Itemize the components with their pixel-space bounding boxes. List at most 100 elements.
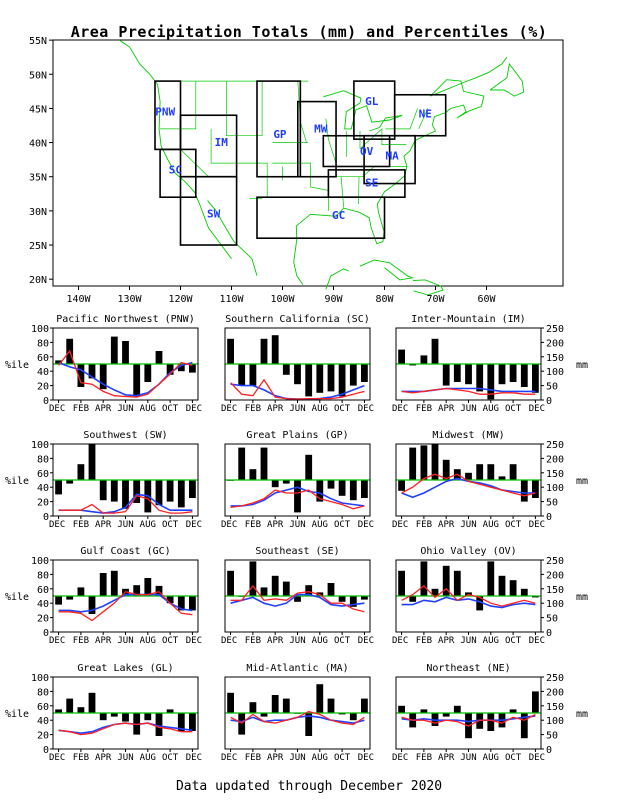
- x-tick-label: APR: [267, 753, 284, 763]
- percentile-bar: [166, 480, 174, 502]
- chart-title: Inter-Mountain (IM): [411, 314, 525, 325]
- percentile-bar: [88, 596, 96, 614]
- normal-precip-line: [230, 593, 365, 607]
- percentile-bar: [409, 596, 417, 602]
- percentile-bar: [498, 476, 506, 480]
- percentile-bar: [227, 570, 234, 596]
- percentile-bar: [487, 561, 495, 596]
- percentile-bar: [260, 447, 268, 480]
- x-tick-label: APR: [95, 520, 112, 530]
- region-label-mw: MW: [314, 122, 328, 135]
- chart-title: Pacific Northwest (PNW): [56, 314, 194, 325]
- percentile-bar: [305, 364, 313, 397]
- percentile-bar: [110, 713, 118, 717]
- region-box-gp: [256, 80, 302, 178]
- percentile-bar: [177, 364, 185, 372]
- x-tick-label: DEC: [358, 520, 374, 530]
- x-tick-label: OCT: [505, 753, 522, 763]
- percentile-bar: [189, 364, 196, 373]
- x-tick-label: JUN: [289, 636, 305, 646]
- x-tick-label: APR: [267, 636, 284, 646]
- y-tick-label: 80: [37, 338, 49, 349]
- x-tick-label: DEC: [358, 636, 374, 646]
- normal-precip-line: [58, 722, 193, 735]
- x-tick-label: JUN: [289, 753, 305, 763]
- percentile-bar: [282, 581, 290, 596]
- x-tick-label: OCT: [505, 404, 522, 414]
- percentile-bar: [361, 698, 368, 713]
- percentile-bar: [520, 588, 528, 596]
- state-border-18: [418, 108, 429, 130]
- y-tick-label: 0: [43, 745, 49, 756]
- coastline-4: [293, 239, 304, 285]
- normal-precip-line: [401, 715, 536, 723]
- percentile-bar: [110, 570, 118, 596]
- percentile-bar: [110, 480, 118, 502]
- x-tick-label: APR: [267, 404, 284, 414]
- x-tick-label: JUN: [460, 404, 476, 414]
- observed-precip-line: [401, 387, 536, 395]
- percentile-bar: [349, 713, 357, 721]
- y-tick-label: 20: [37, 731, 49, 742]
- percentile-bar: [77, 364, 85, 387]
- x-tick-label: DEC: [49, 636, 65, 646]
- region-label-ma: MA: [386, 150, 400, 163]
- y2-tick-label: 0: [546, 745, 552, 756]
- percentile-bar: [55, 480, 62, 495]
- coastline-3: [295, 108, 452, 245]
- percentile-bar: [338, 713, 346, 715]
- percentile-bar: [338, 596, 346, 602]
- x-tick-label: APR: [95, 404, 112, 414]
- region-label-gp: GP: [273, 128, 287, 141]
- percentile-bar: [338, 364, 346, 397]
- y2-tick-label: 200: [546, 338, 564, 349]
- observed-precip-line: [58, 349, 193, 398]
- state-border-2: [160, 81, 197, 130]
- x-tick-label: DEC: [186, 520, 202, 530]
- percentile-bar: [361, 596, 368, 600]
- percentile-bar: [453, 570, 461, 596]
- y2-tick-label: 0: [546, 396, 552, 407]
- percentile-bar: [88, 692, 96, 713]
- percentile-bar: [227, 338, 234, 364]
- x-tick-label: DEC: [529, 520, 545, 530]
- y-tick-label: 100: [31, 556, 49, 567]
- percentile-bar: [155, 585, 163, 596]
- x-tick-label: DEC: [221, 636, 237, 646]
- region-box-ma: [363, 134, 416, 185]
- y2-tick-label: 100: [546, 483, 564, 494]
- x-tick-label: JUN: [460, 753, 476, 763]
- footer-note: Data updated through December 2020: [176, 779, 442, 794]
- percentile-bar: [249, 469, 257, 480]
- x-tick-label: JUN: [289, 404, 305, 414]
- percentile-bar: [55, 709, 62, 713]
- percentile-bar: [294, 480, 301, 513]
- y2-tick-label: 50: [546, 382, 558, 393]
- percentile-bar: [316, 684, 324, 713]
- percentile-bar: [532, 691, 539, 713]
- percentile-bar: [520, 364, 528, 387]
- percentile-bar: [420, 709, 428, 713]
- percentile-bar: [55, 596, 62, 605]
- percentile-bar: [271, 480, 279, 488]
- y2-tick-label: 150: [546, 585, 564, 596]
- state-border-11: [333, 166, 408, 178]
- state-border-1: [226, 81, 263, 137]
- observed-precip-line: [230, 489, 365, 510]
- x-tick-label: DEC: [358, 753, 374, 763]
- percentile-bar: [327, 698, 335, 713]
- x-tick-label: AUG: [483, 636, 499, 646]
- y2-tick-label: 250: [546, 673, 564, 684]
- y2-tick-label: 0: [546, 512, 552, 523]
- x-tick-label: OCT: [162, 636, 179, 646]
- percentile-bar: [166, 364, 174, 375]
- y-tick-label: 100: [31, 673, 49, 684]
- x-tick-label: OCT: [334, 404, 351, 414]
- y-axis-label: %ile: [5, 592, 29, 603]
- y-tick-label: 20: [37, 614, 49, 625]
- map-coastlines: [119, 39, 525, 296]
- y-tick-label: 40: [37, 599, 49, 610]
- x-tick-label: OCT: [334, 520, 351, 530]
- percentile-bar: [431, 338, 439, 364]
- percentile-bar: [155, 480, 163, 506]
